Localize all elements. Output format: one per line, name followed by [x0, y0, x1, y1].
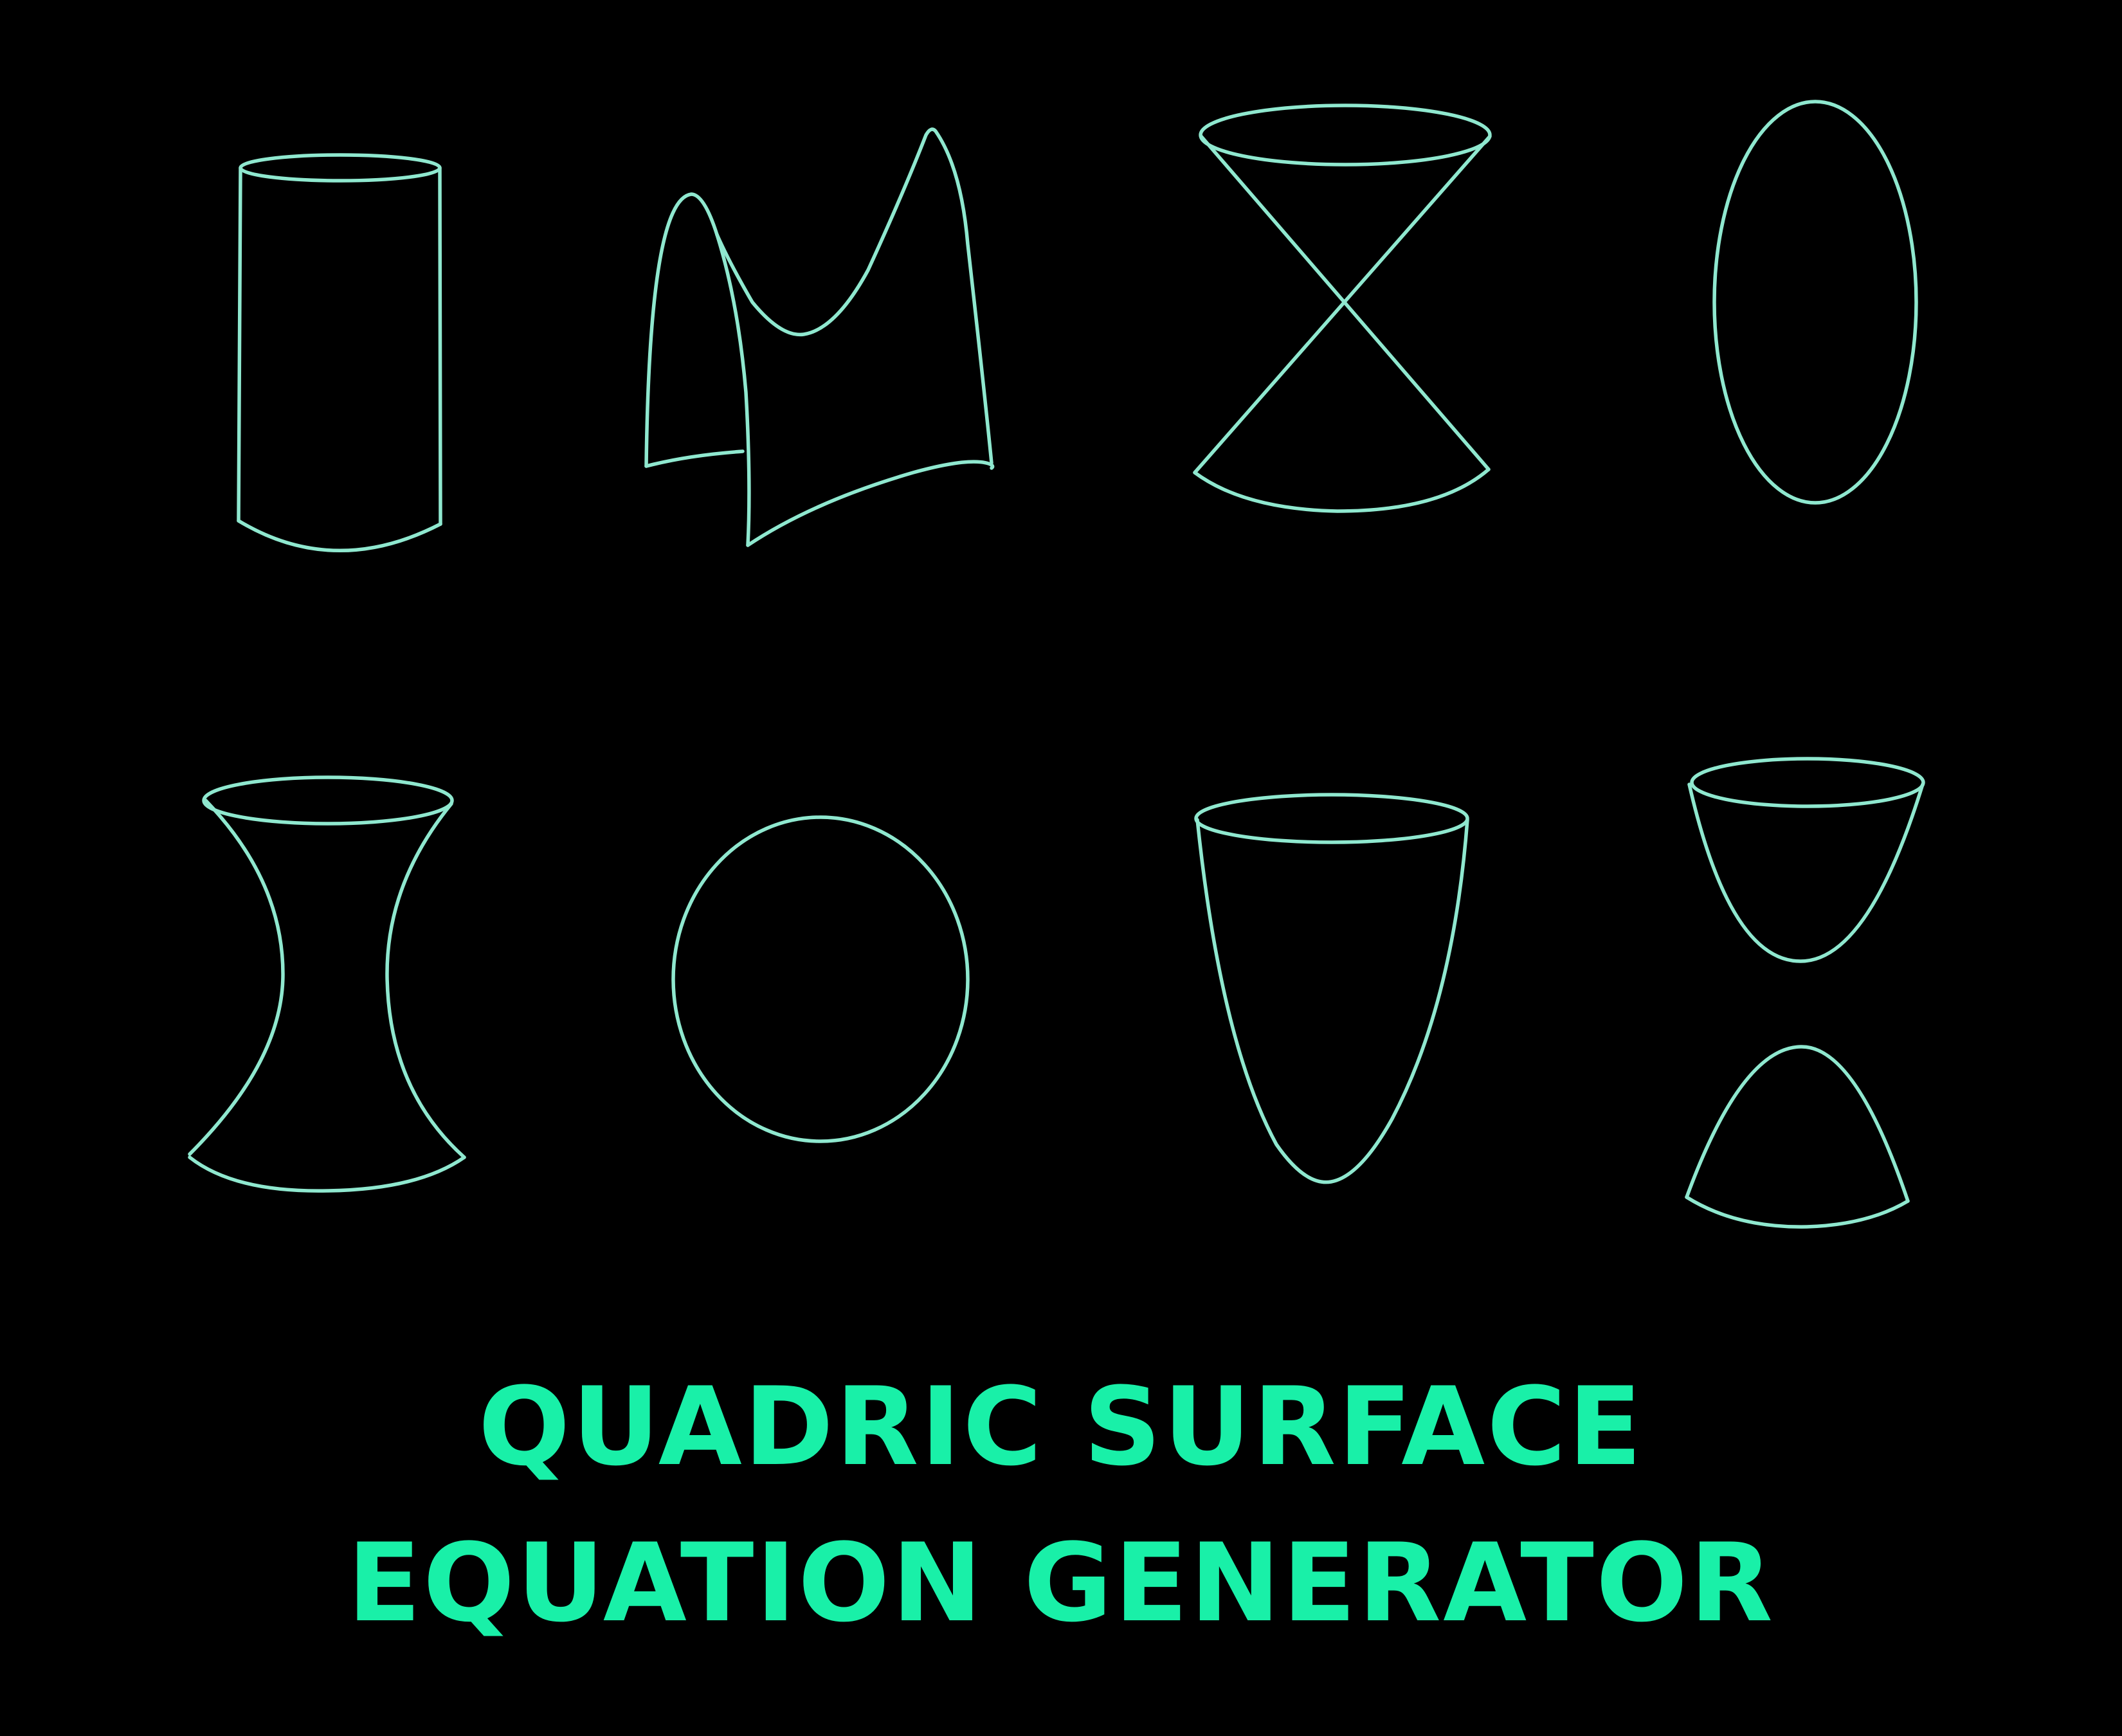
sphere-icon [671, 815, 970, 1143]
title-line-1: QUADRIC SURFACE [478, 1364, 1644, 1490]
ellipsoid-icon [1712, 100, 1918, 505]
title-line-2: EQUATION GENERATOR [347, 1520, 1775, 1646]
cylinder-icon [237, 153, 442, 553]
double-cone-icon [1193, 104, 1492, 513]
hyperbolic-paraboloid-icon [644, 127, 995, 547]
hyperboloid-one-sheet-icon [188, 775, 466, 1193]
hyperboloid-two-sheets-icon [1685, 757, 1925, 1229]
elliptic-paraboloid-icon [1194, 793, 1469, 1184]
